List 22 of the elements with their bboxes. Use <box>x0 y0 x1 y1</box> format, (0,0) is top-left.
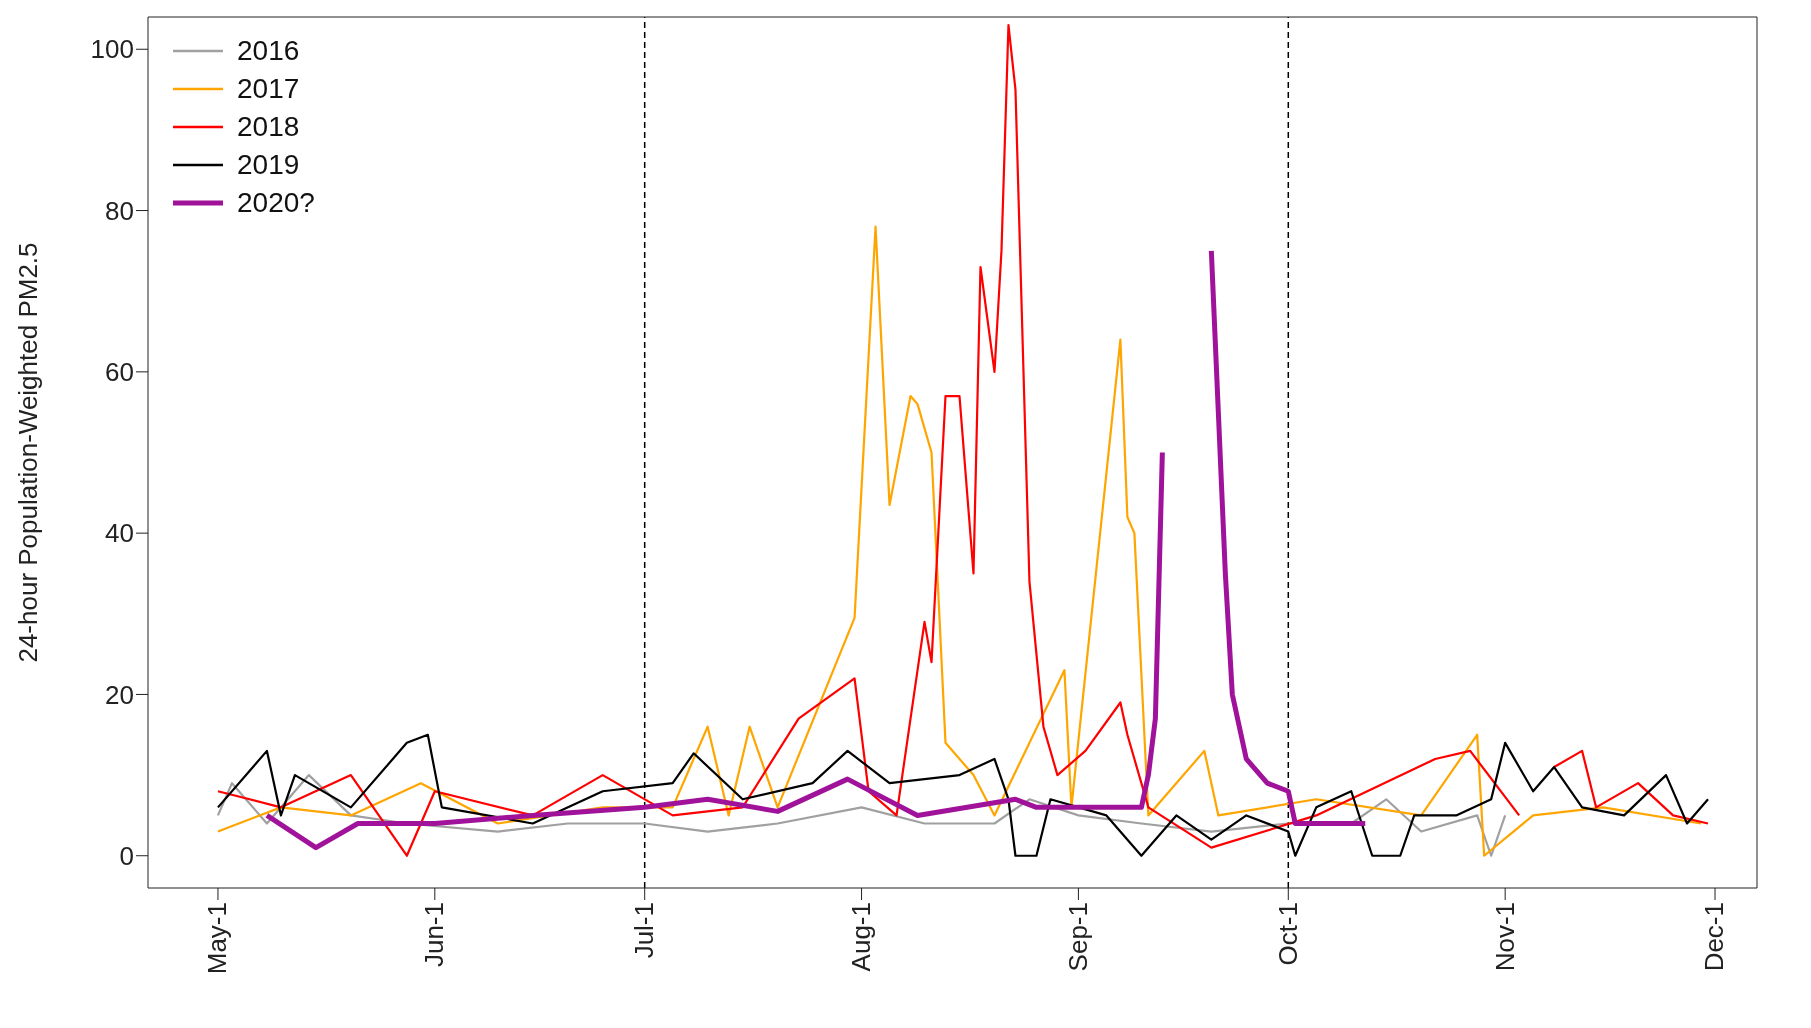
y-tick-label: 0 <box>119 840 134 871</box>
legend-label: 2020? <box>237 186 315 220</box>
legend-label: 2018 <box>237 110 300 144</box>
line-series <box>216 225 1703 857</box>
legend-label: 2019 <box>237 148 300 182</box>
y-axis-title: 24-hour Population-Weighted PM2.5 <box>13 242 44 663</box>
legend-label: 2017 <box>237 72 300 106</box>
x-tick-label: Jul-1 <box>629 902 660 959</box>
x-tick-label: May-1 <box>202 902 233 975</box>
x-tick-label: Jun-1 <box>419 902 450 968</box>
line-series <box>216 773 1507 857</box>
x-tick-label: Sep-1 <box>1062 902 1093 972</box>
y-tick-label: 100 <box>90 34 134 65</box>
legend-label: 2016 <box>237 34 300 68</box>
y-tick-label: 20 <box>105 679 134 710</box>
y-tick-label: 60 <box>105 357 134 388</box>
y-tick-label: 40 <box>105 518 134 549</box>
x-tick-label: Aug-1 <box>846 902 877 972</box>
x-tick-label: Nov-1 <box>1489 902 1520 972</box>
x-tick-label: Oct-1 <box>1272 902 1303 966</box>
x-tick-label: Dec-1 <box>1699 902 1730 972</box>
y-tick-label: 80 <box>105 195 134 226</box>
